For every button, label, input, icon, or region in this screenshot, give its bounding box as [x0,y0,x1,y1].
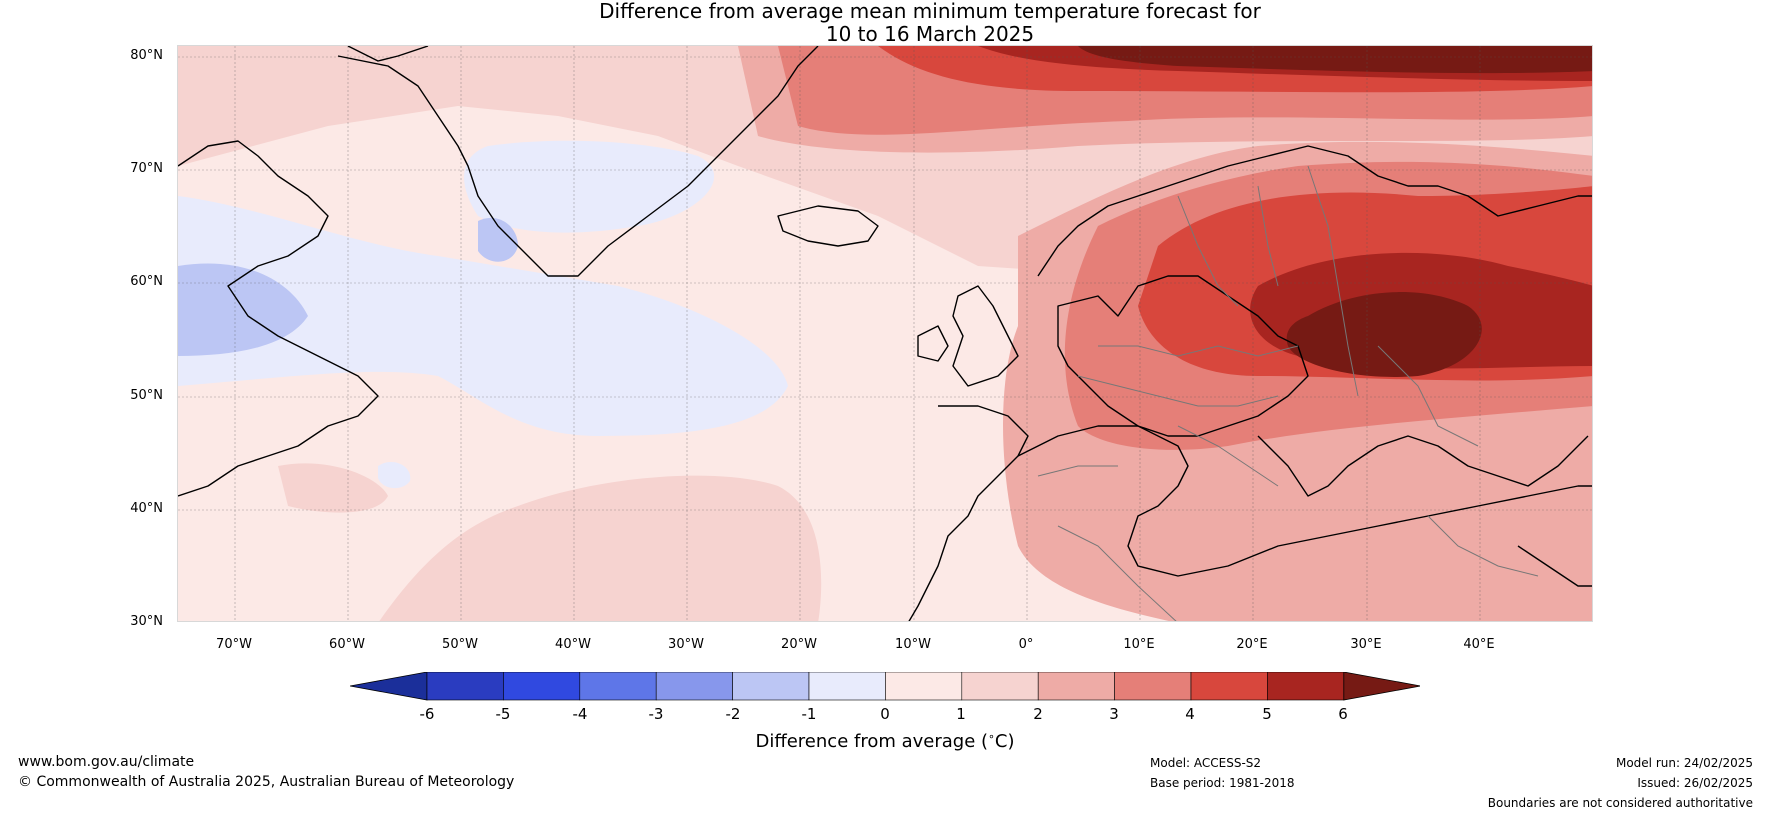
colorbar-title-unit: C) [994,731,1015,752]
colorbar [350,672,1420,701]
lon-label-60w: 60°W [329,637,365,652]
coast-iberia-africa [908,405,1029,621]
title-line-2: 10 to 16 March 2025 [825,22,1035,46]
lon-label-30e: 30°E [1350,637,1382,652]
anomaly-minus-2-minus-1-greenland [478,217,518,262]
footer-copyright: © Commonwealth of Australia 2025, Austra… [18,774,515,790]
colorbar-tick-label: -4 [572,705,588,723]
forecast-map [177,45,1593,622]
colorbar-title-text: Difference from average ( [755,731,989,752]
coast-iceland [777,205,879,247]
colorbar-segment [961,672,1039,701]
colorbar-tick-label: -5 [495,705,511,723]
anomaly-minus-1-0-small [378,461,411,489]
border-balkans [1177,425,1279,487]
lat-label-50n: 50°N [130,388,163,403]
country-borders [1037,165,1539,621]
colorbar-extend-high [1343,672,1420,701]
colorbar-title-symbol: ∘ [988,730,995,743]
coast-black-sea [1257,435,1589,497]
title-line-1: Difference from average mean minimum tem… [599,0,1261,23]
graticule [178,46,1592,621]
colorbar-extend-low [350,672,428,701]
footer-base-period: Base period: 1981-2018 [1150,776,1295,790]
lon-label-10e: 10°E [1123,637,1155,652]
colorbar-segment [1190,672,1268,701]
footer-model-run: Model run: 24/02/2025 [1615,756,1753,770]
colorbar-segment [655,672,733,701]
colorbar-tick-label: 1 [956,705,966,723]
coast-central-europe [1057,275,1309,437]
lat-label-40n: 40°N [130,501,163,516]
colorbar-tick-label: 0 [880,705,890,723]
colorbar-tick-label: -1 [801,705,817,723]
border-central-europe-a [1077,375,1279,407]
footer-disclaimer: Boundaries are not considered authoritat… [1487,796,1753,810]
border-north-africa [1057,525,1177,621]
colorbar-segment [1114,672,1192,701]
colorbar-segment [1267,672,1345,701]
lon-label-50w: 50°W [442,637,478,652]
coast-mediterranean [1017,425,1592,577]
anomaly-over-6-russia [1286,292,1482,377]
colorbar-tick-label: 2 [1033,705,1043,723]
coast-great-britain [952,285,1019,387]
colorbar-segment [579,672,657,701]
coastlines [178,46,1592,621]
anomaly-minus-1-0-atlantic [178,196,788,436]
coast-scandinavia [1037,145,1592,277]
anomaly-1-2-subtropical [379,475,822,621]
colorbar-tick-label: 6 [1338,705,1348,723]
coast-arctic-islands [347,46,429,62]
lon-label-20e: 20°E [1236,637,1268,652]
coast-north-america [178,140,379,497]
anomaly-minus-1-0-greenland [464,140,715,233]
coast-ireland [917,325,949,362]
lat-label-70n: 70°N [130,161,163,176]
colorbar-segment [732,672,810,701]
colorbar-tick-label: 4 [1185,705,1195,723]
border-finland-russia [1307,165,1359,397]
border-central-europe-b [1098,345,1299,357]
border-ukraine-russia [1377,345,1479,447]
colorbar-tick-label: -3 [648,705,664,723]
anomaly-1-2-west [278,463,388,513]
colorbar-segment [1037,672,1115,701]
lat-label-30n: 30°N [130,614,163,629]
lon-label-0: 0° [1018,637,1034,652]
border-sweden-finland [1257,185,1279,287]
lon-label-70w: 70°W [216,637,252,652]
lat-label-60n: 60°N [130,274,163,289]
lon-label-30w: 30°W [668,637,704,652]
colorbar-segment [885,672,963,701]
border-france-spain [1037,465,1118,477]
colorbar-tick-label: -2 [725,705,741,723]
colorbar-title: Difference from average (∘C) [640,730,1130,752]
map-svg [178,46,1592,621]
footer-model: Model: ACCESS-S2 [1150,756,1262,770]
lon-label-10w: 10°W [895,637,931,652]
lon-label-40e: 40°E [1463,637,1495,652]
lon-label-40w: 40°W [555,637,591,652]
colorbar-segment [808,672,886,701]
coast-middle-east [1517,545,1592,587]
colorbar-tick-label: 5 [1262,705,1272,723]
footer-website: www.bom.gov.au/climate [18,754,195,770]
colorbar-tick-label: 3 [1109,705,1119,723]
colorbar-segment [426,672,504,701]
lat-label-80n: 80°N [130,48,163,63]
border-middle-east [1427,515,1539,577]
colorbar-segment [503,672,581,701]
border-norway-sweden [1177,195,1239,307]
coast-greenland [337,46,819,277]
colorbar-tick-label: -6 [419,705,435,723]
footer-issued: Issued: 26/02/2025 [1637,776,1753,790]
anomaly-over-6-arctic [1078,46,1592,74]
lon-label-20w: 20°W [781,637,817,652]
map-title: Difference from average mean minimum tem… [0,0,1770,46]
